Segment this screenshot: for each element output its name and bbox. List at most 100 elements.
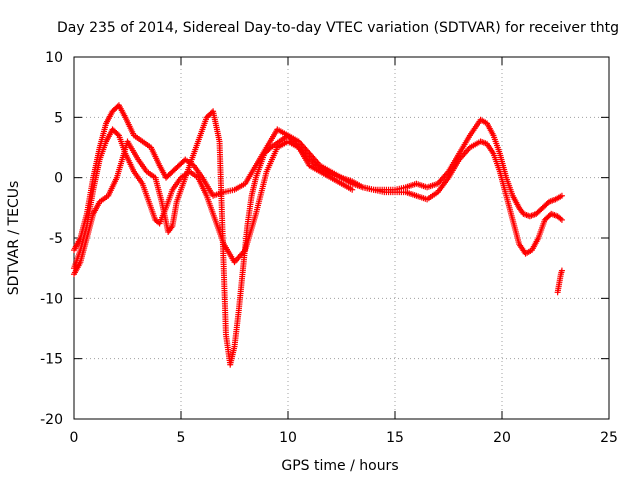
data-point	[556, 279, 563, 286]
data-point	[489, 130, 496, 137]
data-point	[433, 181, 440, 188]
data-point	[209, 190, 216, 197]
data-point	[537, 207, 544, 214]
data-point	[102, 140, 109, 147]
data-point	[347, 185, 354, 192]
data-point	[113, 104, 120, 111]
data-point	[515, 239, 522, 246]
data-point	[83, 237, 90, 244]
data-point	[347, 177, 354, 184]
data-point	[557, 215, 564, 222]
series-trace-middle	[71, 126, 565, 272]
data-point	[89, 212, 96, 219]
y-tick-label: -15	[40, 352, 63, 368]
data-point	[557, 273, 564, 280]
data-point	[130, 166, 137, 173]
data-point	[305, 160, 312, 167]
data-point	[550, 196, 557, 203]
data-point	[411, 192, 418, 199]
data-point	[183, 170, 190, 177]
data-point	[274, 139, 281, 146]
x-tick-label: 15	[386, 430, 404, 446]
data-point	[168, 224, 175, 231]
data-point	[336, 179, 343, 186]
data-point	[305, 149, 312, 156]
data-point	[489, 148, 496, 155]
data-point	[541, 218, 548, 225]
data-point	[509, 214, 516, 221]
x-tick-labels: 0 5 10 15 20 25	[70, 430, 618, 446]
y-axis-label: SDTVAR / TECUs	[6, 181, 22, 296]
data-point	[146, 143, 153, 150]
data-point	[444, 176, 451, 183]
series-trace-lower	[71, 108, 356, 368]
data-point	[95, 200, 102, 207]
data-point	[196, 134, 203, 141]
data-point	[103, 193, 110, 200]
data-point	[151, 214, 158, 221]
data-point	[315, 167, 322, 174]
data-point	[76, 260, 83, 267]
data-point	[168, 188, 175, 195]
data-point	[150, 173, 157, 180]
data-point	[173, 200, 180, 207]
data-point	[260, 152, 267, 159]
data-point	[265, 146, 272, 153]
data-point	[190, 152, 197, 159]
grid-lines	[74, 57, 609, 419]
data-point	[248, 194, 255, 201]
x-tick-label: 20	[493, 430, 511, 446]
data-point	[465, 146, 472, 153]
data-point	[400, 189, 407, 196]
data-point	[252, 212, 259, 219]
data-point	[422, 195, 429, 202]
y-tick-label: 5	[54, 110, 63, 126]
data-point	[263, 170, 270, 177]
data-point	[102, 122, 109, 129]
data-point	[112, 176, 119, 183]
data-point	[496, 166, 503, 173]
data-point	[545, 213, 552, 220]
chart-title: Day 235 of 2014, Sidereal Day-to-day VTE…	[57, 20, 619, 36]
data-point	[113, 130, 120, 137]
data-point	[211, 214, 218, 221]
data-point	[502, 190, 509, 197]
data-point	[555, 285, 562, 292]
data-point	[294, 142, 301, 149]
y-tick-label: -20	[40, 412, 63, 428]
x-tick-label: 10	[279, 430, 297, 446]
data-point	[219, 189, 226, 196]
x-tick-label: 5	[177, 430, 186, 446]
x-tick-label: 25	[600, 430, 618, 446]
data-point	[138, 178, 145, 185]
x-tick-label: 0	[70, 430, 79, 446]
data-point	[557, 193, 564, 200]
data-point	[202, 190, 209, 197]
data-point	[543, 201, 550, 208]
data-point	[240, 181, 247, 188]
data-point	[173, 165, 180, 172]
data-point	[134, 154, 141, 161]
y-tick-label: -5	[49, 231, 63, 247]
data-point	[558, 269, 565, 276]
data-point	[455, 158, 462, 165]
data-point	[229, 187, 236, 194]
data-point	[166, 171, 173, 178]
x-axis-label: GPS time / hours	[281, 458, 398, 474]
data-point	[202, 116, 209, 123]
data-point	[114, 131, 121, 138]
data-point	[145, 196, 152, 203]
series-trace-late-fragment	[554, 267, 565, 296]
y-tick-labels: -20 -15 -10 -5 0 5 10	[40, 50, 63, 428]
data-point	[534, 236, 541, 243]
data-markers	[71, 102, 565, 368]
data-point	[142, 166, 149, 173]
y-tick-label: -10	[40, 291, 63, 307]
y-tick-label: 0	[54, 171, 63, 187]
data-point	[96, 158, 103, 165]
data-point	[130, 130, 137, 137]
data-point	[89, 188, 96, 195]
data-point	[465, 134, 472, 141]
data-point	[179, 158, 186, 165]
